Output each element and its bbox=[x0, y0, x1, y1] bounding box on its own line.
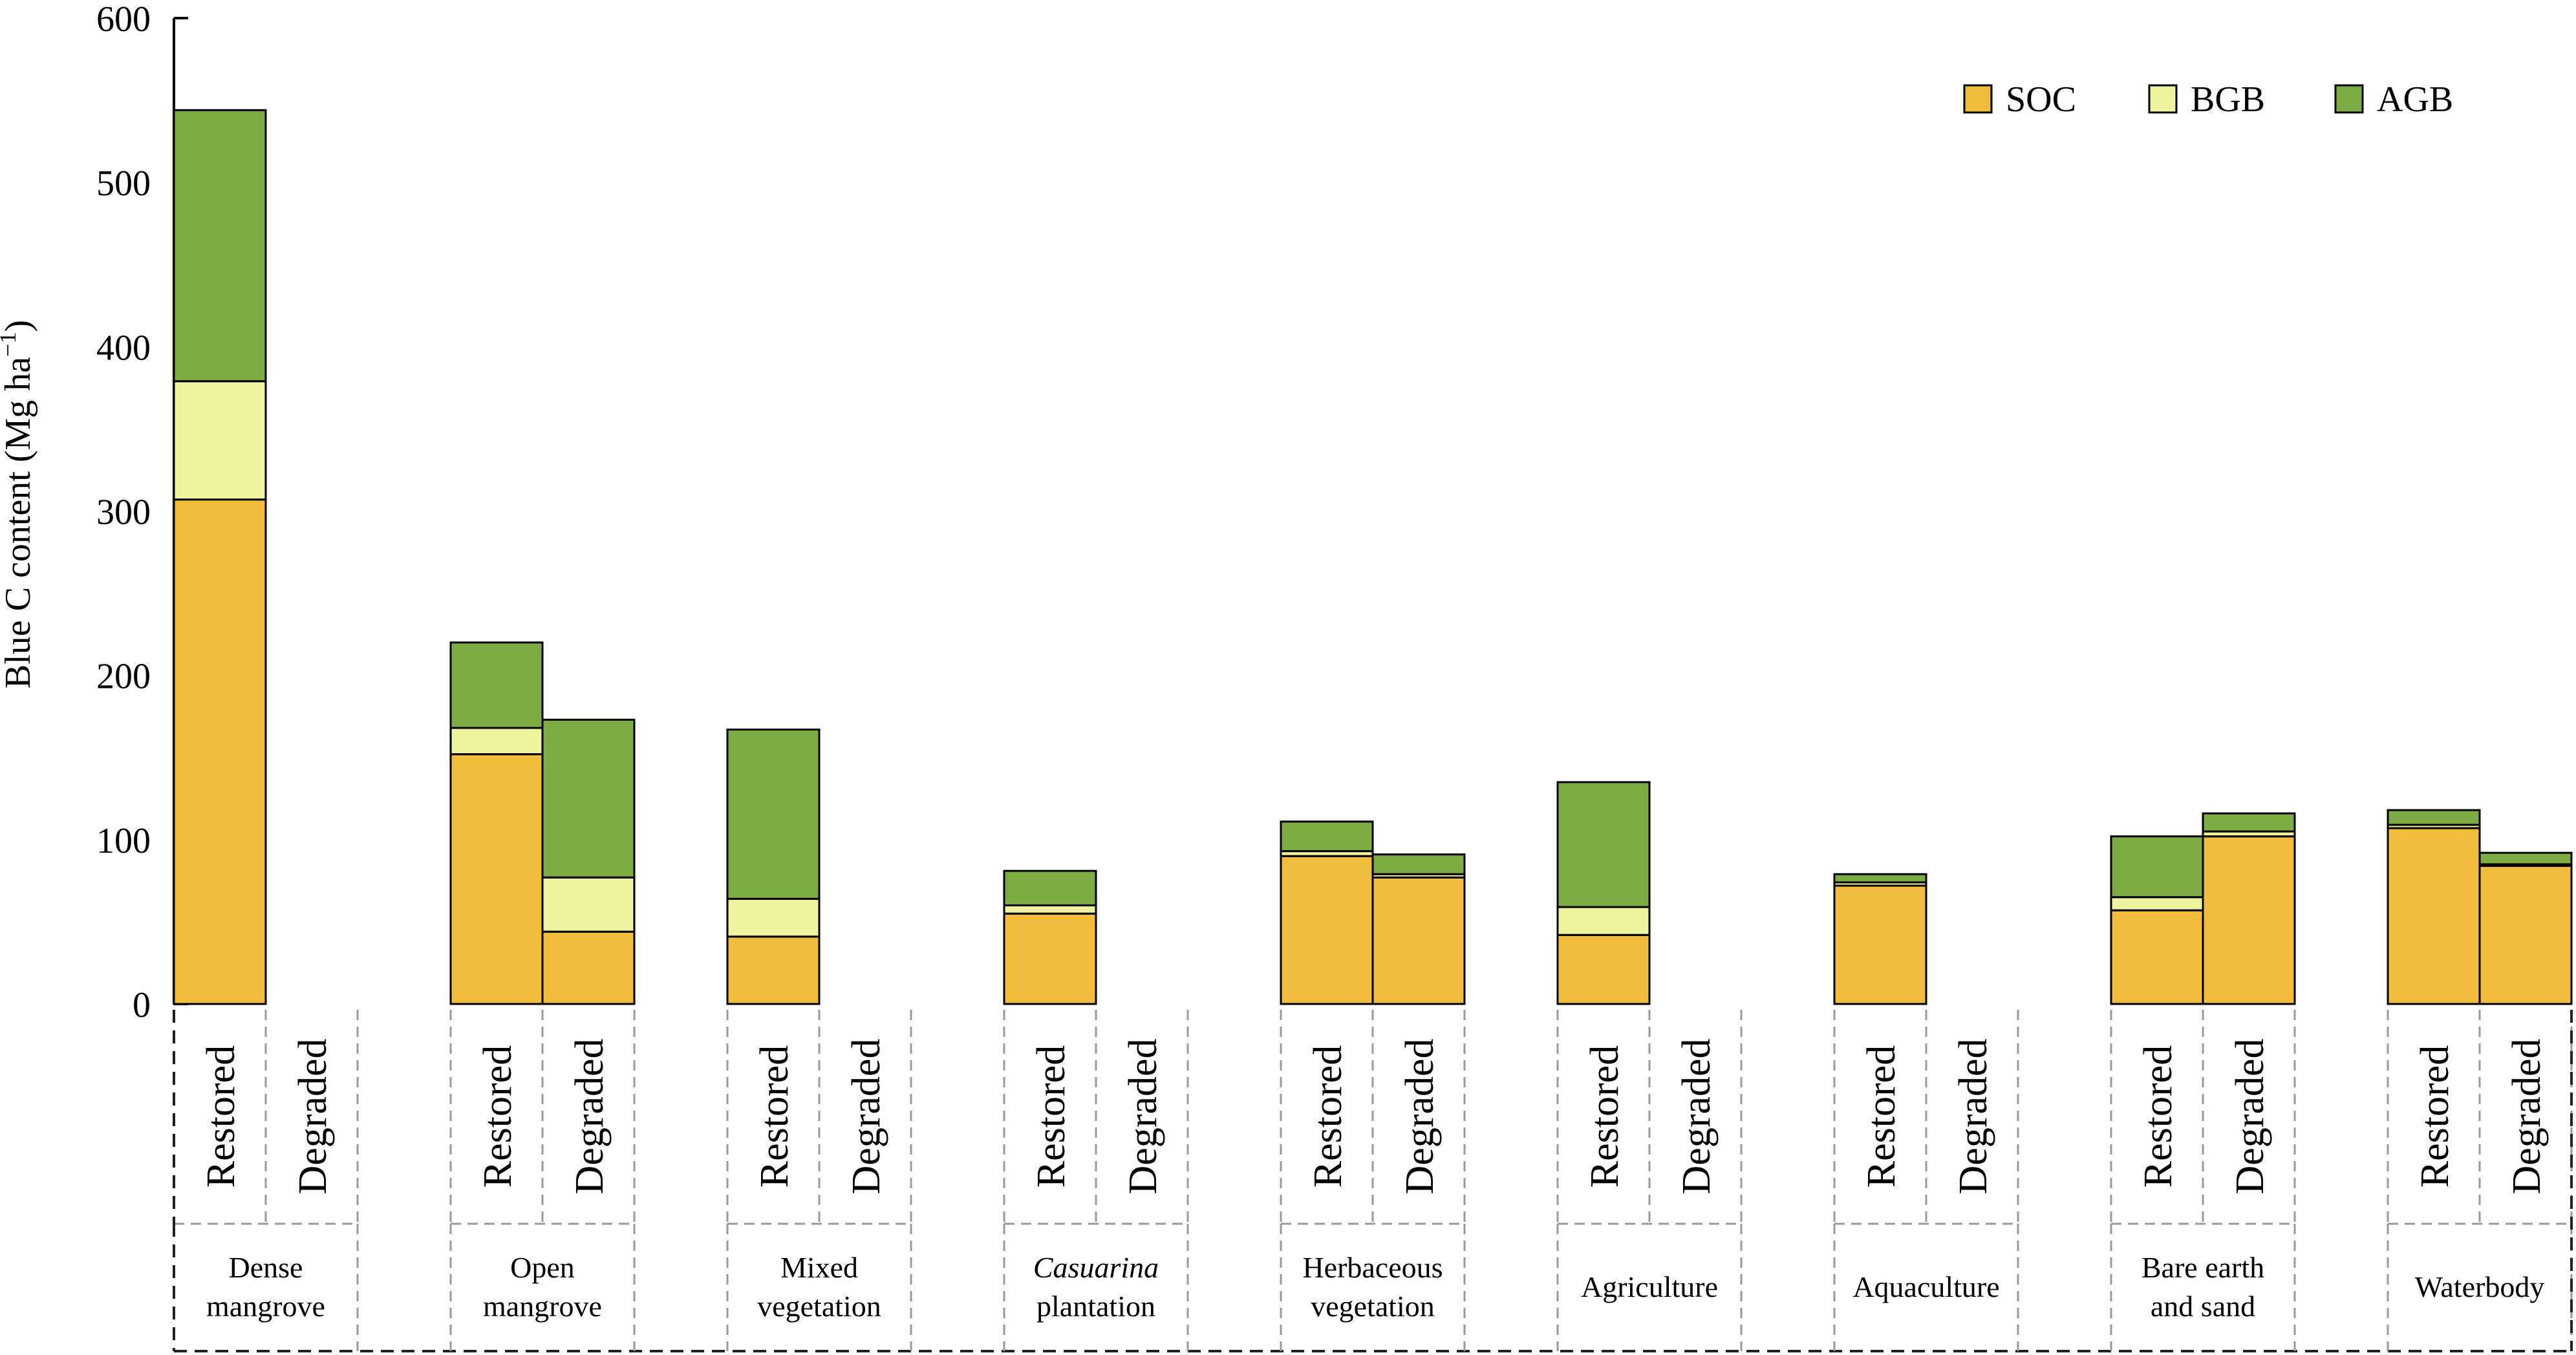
category-label: Bare earth bbox=[2141, 1251, 2264, 1284]
y-tick-label: 200 bbox=[96, 657, 151, 697]
category-label: vegetation bbox=[1311, 1290, 1435, 1323]
bar-segment-agb-restored bbox=[1003, 870, 1097, 906]
category-label: mangrove bbox=[483, 1290, 602, 1323]
bar-segment-agb-restored bbox=[1556, 781, 1651, 908]
bar-segment-bgb-restored bbox=[173, 380, 267, 501]
bar-segment-soc-restored bbox=[2110, 909, 2204, 1005]
condition-label-degraded: Degraded bbox=[1675, 1039, 1719, 1195]
y-tick-label: 500 bbox=[96, 164, 151, 204]
condition-label-degraded: Degraded bbox=[2228, 1039, 2272, 1195]
condition-label-restored: Restored bbox=[1860, 1045, 1904, 1188]
category-label: Aquaculture bbox=[1852, 1270, 1999, 1303]
bar-segment-soc-degraded bbox=[541, 930, 636, 1005]
category-label: plantation bbox=[1036, 1290, 1155, 1323]
bar-segment-soc-restored bbox=[1833, 884, 1927, 1005]
condition-label-degraded: Degraded bbox=[1951, 1039, 1995, 1195]
bar-segment-agb-degraded bbox=[2478, 851, 2573, 866]
bar-segment-soc-restored bbox=[2387, 827, 2481, 1005]
bar-segment-agb-restored bbox=[726, 729, 821, 900]
y-tick-label: 0 bbox=[133, 985, 151, 1025]
bar-segment-soc-restored bbox=[173, 498, 267, 1005]
y-tick-label: 400 bbox=[96, 328, 151, 368]
category-label: Agriculture bbox=[1581, 1270, 1718, 1303]
bars bbox=[173, 109, 2573, 1005]
condition-label-restored: Restored bbox=[2413, 1045, 2457, 1188]
bar-segment-agb-degraded bbox=[1371, 853, 1466, 875]
condition-label-degraded: Degraded bbox=[568, 1039, 612, 1195]
bar-segment-bgb-degraded bbox=[541, 876, 636, 933]
bar-segment-soc-degraded bbox=[1371, 876, 1466, 1005]
bar-segment-soc-restored bbox=[726, 935, 821, 1005]
y-axis-label: Blue C content (Mg ha−1) bbox=[0, 320, 38, 688]
category-label: Open bbox=[510, 1251, 575, 1284]
bar-segment-soc-degraded bbox=[2478, 865, 2573, 1005]
bar-segment-bgb-restored bbox=[2110, 896, 2204, 912]
bar-segment-bgb-restored bbox=[449, 727, 544, 756]
condition-label-restored: Restored bbox=[1029, 1045, 1073, 1188]
category-label: and sand bbox=[2151, 1290, 2255, 1323]
x-category-table: Restored Degraded Dense mangrove Restored Deg… bbox=[173, 1010, 2573, 1352]
category-label: Waterbody bbox=[2415, 1270, 2545, 1303]
condition-label-restored: Restored bbox=[753, 1045, 797, 1188]
bar-segment-bgb-restored bbox=[1003, 904, 1097, 915]
legend-swatch-bgb bbox=[2148, 84, 2178, 114]
legend-label-soc: SOC bbox=[2006, 80, 2076, 120]
category-label: Herbaceous bbox=[1302, 1251, 1443, 1284]
condition-label-restored: Restored bbox=[476, 1045, 520, 1188]
legend-swatch-agb bbox=[2334, 84, 2364, 114]
condition-label-restored: Restored bbox=[1583, 1045, 1627, 1188]
condition-label-degraded: Degraded bbox=[1121, 1039, 1165, 1195]
bar-segment-soc-degraded bbox=[2202, 835, 2296, 1005]
condition-label-restored: Restored bbox=[2136, 1045, 2180, 1188]
bar-segment-bgb-restored bbox=[726, 897, 821, 938]
bar-segment-agb-restored bbox=[1280, 820, 1374, 853]
condition-label-restored: Restored bbox=[1306, 1045, 1350, 1188]
condition-label-degraded: Degraded bbox=[1398, 1039, 1442, 1195]
legend-swatch-soc bbox=[1963, 84, 1993, 114]
bar-segment-agb-restored bbox=[1833, 873, 1927, 884]
bar-segment-bgb-restored bbox=[1556, 906, 1651, 936]
condition-label-degraded: Degraded bbox=[844, 1039, 888, 1195]
bar-segment-soc-restored bbox=[1280, 855, 1374, 1005]
category-label: Dense bbox=[229, 1251, 303, 1284]
legend-label-agb: AGB bbox=[2377, 80, 2453, 120]
bar-segment-agb-degraded bbox=[541, 718, 636, 879]
bar-segment-soc-restored bbox=[1556, 934, 1651, 1005]
condition-label-degraded: Degraded bbox=[291, 1039, 335, 1195]
bar-segment-soc-restored bbox=[449, 753, 544, 1005]
bar-segment-agb-restored bbox=[2110, 835, 2204, 899]
bar-segment-soc-restored bbox=[1003, 912, 1097, 1005]
category-label: Casuarina bbox=[1033, 1251, 1159, 1284]
condition-label-restored: Restored bbox=[199, 1045, 243, 1188]
category-label: mangrove bbox=[206, 1290, 325, 1323]
category-label: vegetation bbox=[757, 1290, 881, 1323]
y-tick-label: 100 bbox=[96, 821, 151, 861]
y-tick-label: 300 bbox=[96, 493, 151, 533]
bar-segment-agb-degraded bbox=[2202, 812, 2296, 833]
category-label: Mixed bbox=[780, 1251, 858, 1284]
bar-segment-agb-restored bbox=[449, 641, 544, 729]
bar-segment-agb-restored bbox=[173, 109, 267, 383]
y-tick-label: 600 bbox=[96, 0, 151, 39]
legend-label-bgb: BGB bbox=[2191, 80, 2265, 120]
bar-segment-agb-restored bbox=[2387, 809, 2481, 826]
y-axis: 0 100 200 300 400 500 600 bbox=[96, 0, 188, 1025]
legend: SOC BGB AGB bbox=[1963, 80, 2453, 120]
condition-label-degraded: Degraded bbox=[2505, 1039, 2549, 1195]
